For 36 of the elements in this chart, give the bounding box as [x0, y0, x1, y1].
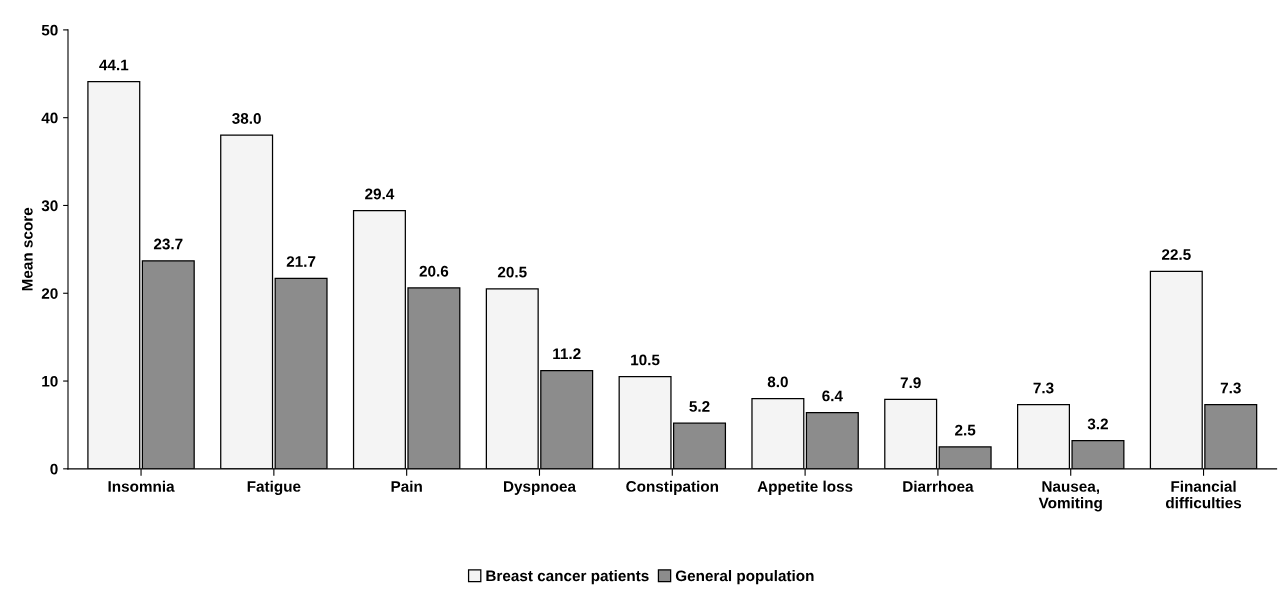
data-label: 20.5	[497, 266, 527, 278]
x-tick-label: Pain	[391, 480, 422, 492]
data-label: 6.4	[822, 390, 843, 402]
legend-label: Breast cancer patients	[486, 570, 649, 585]
y-tick-label: 40	[41, 112, 58, 124]
data-label: 23.7	[153, 238, 183, 250]
data-label: 7.3	[1220, 382, 1241, 394]
x-tick-label: Nausea, Vomiting	[1038, 481, 1102, 512]
data-label: 11.2	[553, 348, 581, 360]
data-label: 3.2	[1087, 418, 1108, 430]
y-tick-label: 50	[41, 24, 58, 36]
data-label: 21.7	[286, 256, 316, 267]
data-label: 20.6	[419, 265, 449, 277]
data-label: 7.3	[1033, 382, 1054, 394]
data-label: 44.1	[99, 59, 129, 71]
data-label: 38.0	[232, 113, 261, 124]
x-tick-label: Constipation	[626, 480, 719, 495]
legend-label: General population	[675, 570, 814, 585]
x-tick-label: Dyspnoea	[504, 481, 577, 495]
data-label: 5.2	[689, 401, 710, 412]
data-label: 7.9	[900, 377, 921, 389]
x-tick-label: Diarrhoea	[903, 480, 974, 492]
x-tick-label: Insomnia	[108, 480, 175, 492]
y-tick-label: 20	[41, 288, 58, 299]
data-label: 10.5	[631, 354, 660, 366]
y-tick-label: 30	[41, 200, 58, 212]
data-label: 22.5	[1161, 249, 1191, 260]
data-label: 29.4	[365, 188, 395, 200]
y-tick-label: 0	[50, 463, 58, 475]
data-label: 2.5	[955, 424, 976, 436]
y-tick-label: 10	[42, 375, 58, 387]
x-tick-label: Fatigue	[247, 480, 301, 495]
x-tick-label: Appetite loss	[757, 480, 853, 495]
y-axis-title: Mean score	[22, 207, 33, 291]
data-label: 8.0	[767, 376, 788, 388]
x-tick-label: Financial difficulties	[1165, 480, 1242, 509]
